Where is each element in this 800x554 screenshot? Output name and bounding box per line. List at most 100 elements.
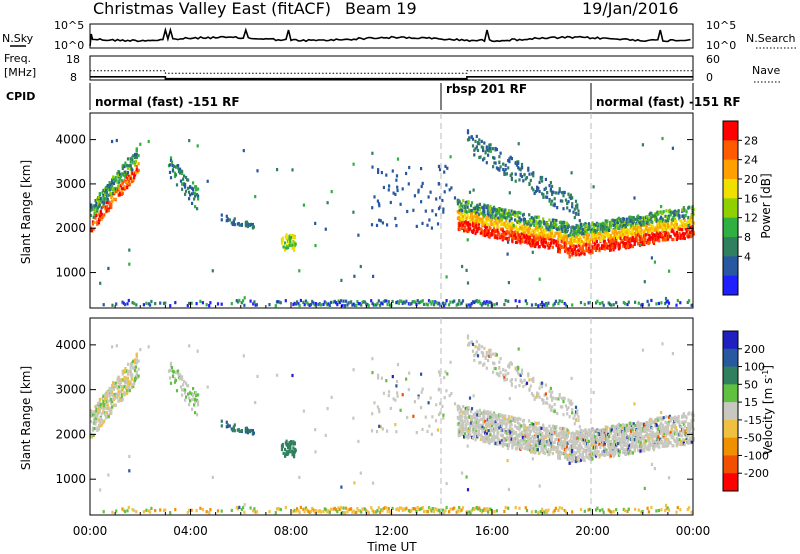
power-cell (111, 184, 114, 188)
velocity-cell (612, 434, 615, 438)
power-cell (478, 299, 481, 303)
power-cell (466, 281, 470, 285)
power-cell (106, 201, 109, 205)
power-cell (459, 302, 462, 306)
power-cell (235, 299, 238, 303)
power-cell (628, 222, 631, 226)
power-cell (314, 221, 317, 225)
power-cell (682, 206, 685, 210)
power-cell (530, 216, 533, 220)
power-cell (634, 300, 637, 304)
velocity-cell (285, 439, 288, 443)
power-cell (666, 299, 669, 303)
power-cell (521, 229, 525, 233)
velocity-cell (567, 457, 570, 461)
power-cell (680, 233, 683, 237)
power-cell (133, 301, 136, 306)
velocity-cell (168, 368, 172, 372)
velocity-cell (292, 446, 295, 450)
power-cell (595, 246, 598, 250)
velocity-cell (191, 398, 194, 402)
power-cell (528, 235, 532, 239)
power-cell (485, 145, 488, 149)
velocity-cell (123, 370, 126, 374)
power-cell (377, 299, 380, 303)
power-cell (609, 247, 612, 251)
power-cell (561, 191, 564, 195)
power-cell (124, 161, 127, 165)
velocity-cell (467, 406, 470, 410)
power-cell (111, 178, 114, 182)
power-cell (684, 224, 687, 229)
power-cell (626, 223, 629, 227)
power-cell (370, 299, 373, 303)
power-cell (544, 229, 547, 233)
power-cell (103, 201, 106, 205)
power-cell (630, 233, 634, 237)
power-cell (623, 230, 626, 234)
power-cell (102, 303, 105, 307)
power-cell (681, 228, 684, 232)
power-cell (539, 227, 542, 231)
power-cell (384, 299, 387, 303)
power-cell (633, 196, 636, 200)
velocity-cell (595, 446, 598, 450)
power-cell (519, 220, 522, 224)
power-cell (126, 157, 130, 161)
power-cell (581, 228, 584, 232)
power-cell (90, 205, 93, 209)
power-cell (472, 206, 475, 210)
power-cell (588, 240, 591, 244)
velocity-cell (112, 387, 116, 391)
power-cell (420, 200, 423, 204)
power-cell (670, 222, 673, 226)
power-cell (508, 160, 511, 164)
power-cell (391, 299, 394, 304)
power-cell (286, 236, 289, 240)
velocity-cell (549, 434, 552, 438)
power-cell (342, 299, 345, 303)
power-cell (512, 223, 515, 227)
velocity-cell (574, 446, 577, 450)
power-cell (530, 186, 534, 190)
velocity-cell (574, 432, 577, 436)
power-cell (326, 303, 329, 307)
velocity-cell (429, 396, 432, 400)
power-cell (550, 230, 554, 234)
power-cell (507, 209, 510, 213)
velocity-cell (561, 446, 564, 450)
velocity-cell (583, 449, 586, 453)
power-cell (490, 220, 493, 224)
power-cell (613, 231, 616, 235)
power-cell (123, 303, 127, 307)
power-cell (466, 205, 469, 209)
power-cell (640, 228, 643, 233)
velocity-cell (124, 381, 127, 385)
power-cell (681, 208, 684, 212)
power-cell (471, 137, 475, 141)
velocity-cell (587, 442, 590, 446)
power-cell (538, 180, 541, 184)
velocity-cell (387, 394, 390, 398)
power-cell (113, 189, 116, 193)
power-cell (487, 231, 490, 236)
power-cell (90, 213, 93, 217)
power-cell (676, 299, 679, 303)
power-cell (470, 211, 474, 216)
power-cell (518, 178, 521, 182)
power-cell (621, 239, 624, 243)
power-cell (672, 215, 675, 220)
nave-tick-bottom: 0 (706, 71, 713, 84)
velocity-cell (477, 418, 481, 422)
power-cell (493, 303, 496, 307)
power-cell (609, 236, 612, 240)
velocity-cell (182, 383, 185, 387)
velocity-cell (528, 444, 532, 448)
power-cell (661, 238, 664, 242)
velocity-cell (233, 423, 236, 427)
power-cell (472, 188, 475, 192)
power-cell (514, 225, 518, 229)
power-cell (434, 300, 437, 304)
power-cell (625, 217, 628, 221)
power-cell (118, 179, 121, 183)
